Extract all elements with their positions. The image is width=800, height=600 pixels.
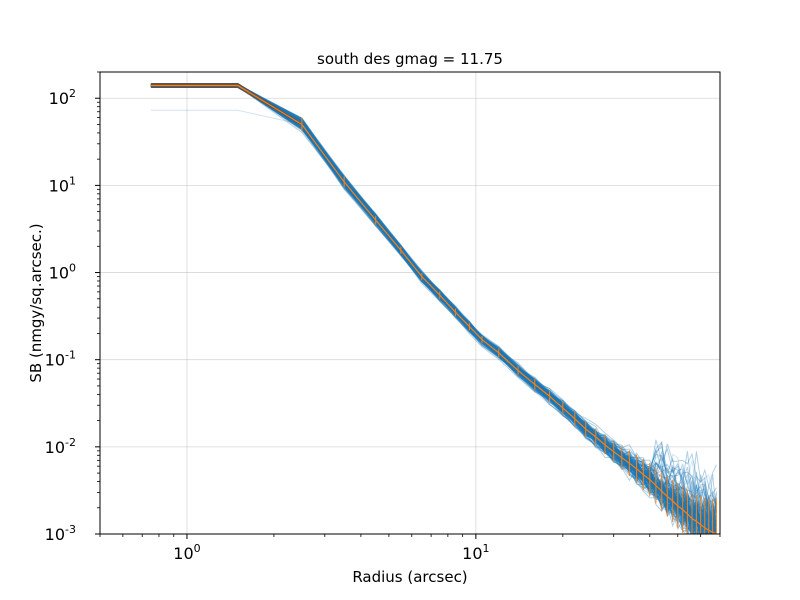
individual-profile-line [150, 83, 717, 534]
individual-profile-line [150, 85, 711, 534]
individual-profile-line [150, 84, 717, 534]
individual-profile-line [150, 83, 717, 532]
individual-profile-line [150, 85, 716, 534]
individual-profile-line [150, 83, 717, 533]
individual-profile-line [150, 85, 715, 534]
individual-profile-line [150, 84, 713, 534]
individual-profile-line [150, 83, 717, 530]
individual-profile-line [150, 84, 717, 534]
individual-profile-line [150, 84, 717, 527]
individual-profile-line [150, 84, 717, 530]
individual-profile-line [150, 84, 715, 534]
individual-profile-line [150, 85, 717, 534]
individual-profile-line [150, 84, 717, 505]
plot-frame [99, 71, 721, 535]
individual-profile-line [150, 86, 707, 534]
individual-profile-line [150, 84, 717, 534]
chart-title: south des gmag = 11.75 [317, 50, 503, 68]
individual-profile-line [150, 84, 711, 534]
individual-profile-line [150, 83, 717, 526]
individual-profile-line [150, 84, 707, 534]
individual-profile-line [150, 85, 717, 534]
individual-profile-line [150, 83, 717, 512]
individual-profile-line [150, 84, 717, 489]
individual-profile-line [150, 85, 715, 534]
individual-profile-line [150, 85, 712, 534]
individual-profile-line [150, 83, 713, 534]
individual-profile-line [150, 85, 713, 534]
individual-profile-line [150, 83, 716, 534]
individual-profile-line [150, 84, 715, 534]
individual-profile-line [150, 83, 715, 534]
individual-profile-line [150, 84, 717, 534]
individual-profile-line [150, 83, 717, 534]
individual-profile-line [150, 83, 716, 534]
individual-profile-line [150, 85, 700, 534]
individual-profile-line [150, 85, 717, 534]
individual-profile-line [150, 84, 717, 522]
individual-profile-line [150, 84, 717, 513]
individual-profile-line [150, 83, 717, 534]
individual-profile-line [150, 84, 717, 534]
individual-profile-line [150, 85, 717, 534]
individual-profile-line [150, 84, 714, 534]
individual-profile-line [150, 84, 716, 534]
individual-profile-line [150, 85, 716, 534]
median-profile [150, 84, 717, 534]
individual-profile-line [150, 85, 702, 534]
individual-profile-line [150, 84, 715, 534]
individual-profile-line [150, 84, 717, 528]
individual-profile-line [150, 83, 717, 521]
individual-profile-line [150, 84, 713, 534]
individual-profile-line [150, 84, 717, 507]
individual-profile-line [150, 83, 699, 534]
individual-profile-line [150, 84, 716, 534]
individual-profile-line [150, 85, 717, 516]
individual-profile-line [150, 85, 717, 534]
individual-profile-line [150, 84, 707, 534]
individual-profile-line [150, 85, 690, 534]
individual-profile-line [150, 85, 717, 521]
individual-profile-line [150, 84, 717, 527]
individual-profile-line [150, 84, 717, 521]
median-profile-line [150, 84, 717, 534]
individual-profile-line [150, 84, 717, 534]
individual-profile-line [150, 85, 716, 534]
individual-profile-line [150, 85, 717, 534]
individual-profile-line [150, 84, 712, 534]
individual-profile-line [150, 85, 717, 534]
individual-profile-line [150, 85, 695, 534]
individual-profile-line [150, 83, 717, 534]
individual-profile-line [150, 84, 717, 534]
individual-profile-line [150, 83, 715, 534]
individual-profile-line [150, 85, 717, 534]
individual-profile-line [150, 84, 693, 534]
individual-profile-line [150, 83, 717, 534]
individual-profile-line [150, 84, 717, 534]
individual-profile-line [150, 86, 717, 534]
y-axis-label: SB (nmgy/sq.arcsec.) [27, 223, 45, 382]
x-axis-label: Radius (arcsec) [352, 568, 467, 586]
individual-profile-line [150, 84, 717, 534]
individual-profile-line [150, 85, 717, 534]
individual-profile-line [150, 85, 694, 534]
individual-profile-line [150, 83, 711, 534]
individual-profile-line [150, 85, 714, 534]
individual-profile-line [150, 84, 717, 534]
individual-profile-line [150, 85, 717, 527]
individual-profile-line [150, 84, 717, 515]
individual-profile-line [150, 85, 710, 534]
individual-profile-line [150, 84, 710, 534]
individual-profile-line [150, 84, 717, 524]
individual-profile-line [150, 83, 702, 534]
